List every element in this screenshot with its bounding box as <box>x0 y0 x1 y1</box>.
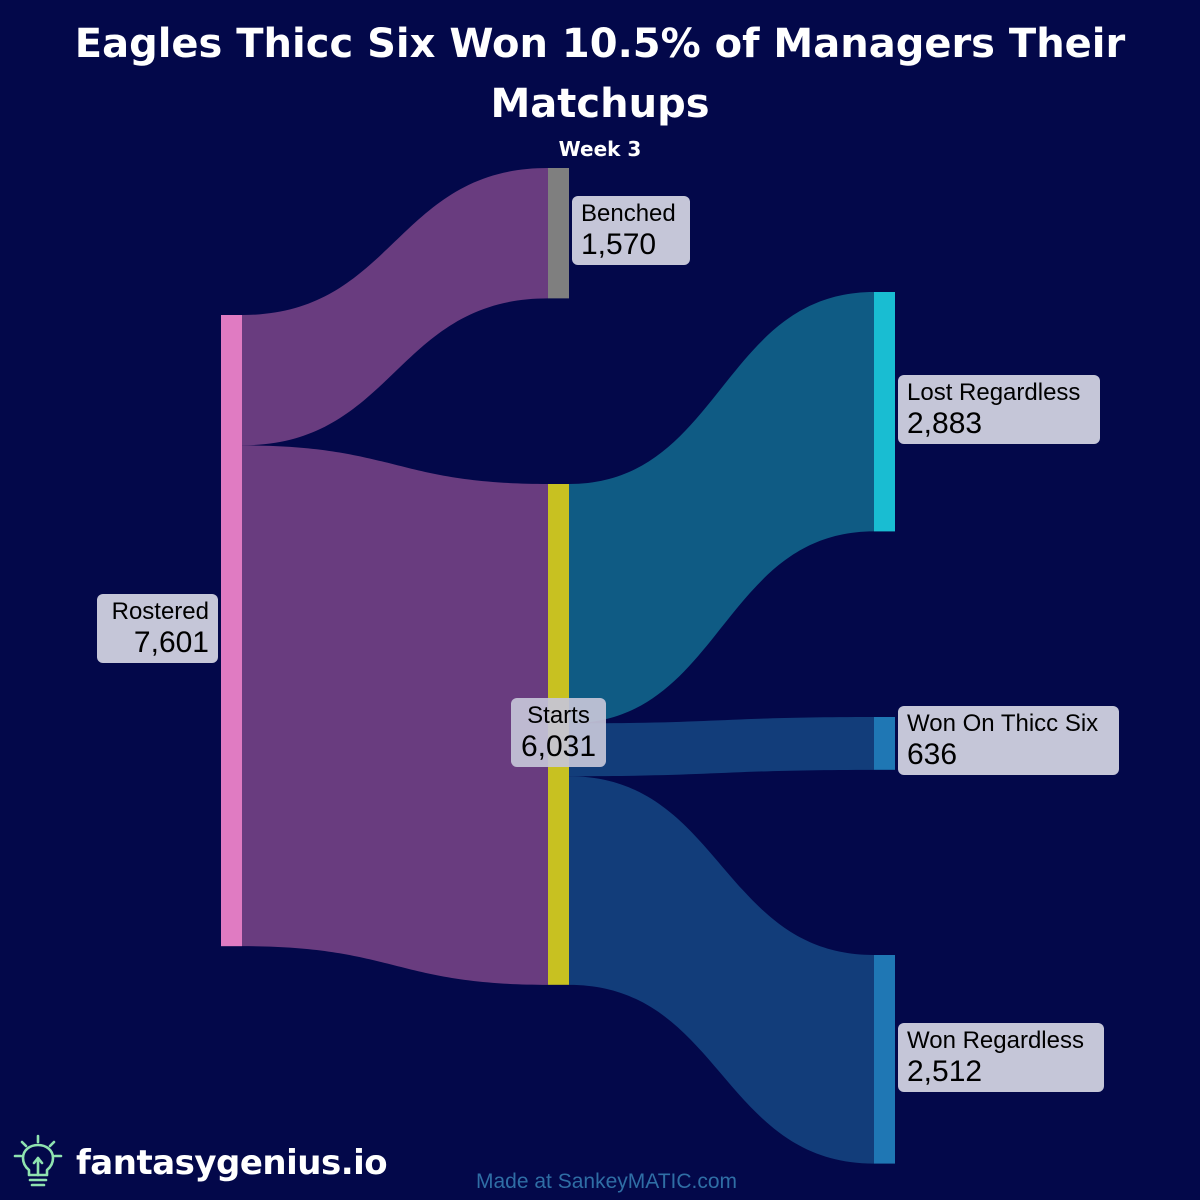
lightbulb-icon <box>13 1134 63 1187</box>
node-name-lost-regardless: Lost Regardless <box>907 379 1081 406</box>
sankey-nodes <box>221 168 895 1164</box>
node-name-benched: Benched <box>581 200 676 227</box>
chart-title: Eagles Thicc Six Won 10.5% of Managers T… <box>0 14 1200 134</box>
node-name-won-on-thicc-six: Won On Thicc Six <box>907 710 1099 737</box>
node-value-benched: 1,570 <box>581 228 657 261</box>
node-label-won-on-thicc-six: Won On Thicc Six 636 <box>898 706 1119 775</box>
node-label-won-regardless: Won Regardless 2,512 <box>898 1023 1104 1092</box>
node-bar-wonthicc <box>874 717 895 770</box>
node-value-won-on-thicc-six: 636 <box>907 738 958 771</box>
node-label-starts: Starts 6,031 <box>511 698 606 767</box>
node-label-benched: Benched 1,570 <box>572 196 690 265</box>
title-line-2: Matchups <box>490 81 710 127</box>
node-name-won-regardless: Won Regardless <box>907 1027 1084 1054</box>
node-bar-wonreg <box>874 955 895 1164</box>
node-value-lost-regardless: 2,883 <box>907 407 983 440</box>
node-value-starts: 6,031 <box>520 730 597 763</box>
node-bar-lost <box>874 292 895 532</box>
brand-logo: fantasygenius.io <box>12 1133 388 1193</box>
title-line-1: Eagles Thicc Six Won 10.5% of Managers T… <box>74 21 1126 67</box>
node-name-rostered: Rostered <box>111 598 209 625</box>
link-starts-to-wonthicc <box>569 717 874 777</box>
node-label-lost-regardless: Lost Regardless 2,883 <box>898 375 1100 444</box>
node-label-rostered: Rostered 7,601 <box>97 594 218 663</box>
link-starts-to-lost <box>569 292 874 724</box>
node-bar-benched <box>548 168 569 299</box>
node-name-starts: Starts <box>527 702 590 729</box>
chart-subtitle: Week 3 <box>558 137 642 161</box>
node-value-rostered: 7,601 <box>133 626 209 659</box>
link-rostered-to-benched <box>242 168 548 446</box>
brand-name: fantasygenius.io <box>76 1143 388 1183</box>
sankey-links <box>242 168 874 1164</box>
link-rostered-to-starts <box>242 445 548 985</box>
link-starts-to-wonreg <box>569 776 874 1164</box>
node-value-won-regardless: 2,512 <box>907 1055 983 1088</box>
sankeymatic-credit-link[interactable]: Made at SankeyMATIC.com <box>476 1170 738 1193</box>
node-bar-rostered <box>221 315 242 947</box>
